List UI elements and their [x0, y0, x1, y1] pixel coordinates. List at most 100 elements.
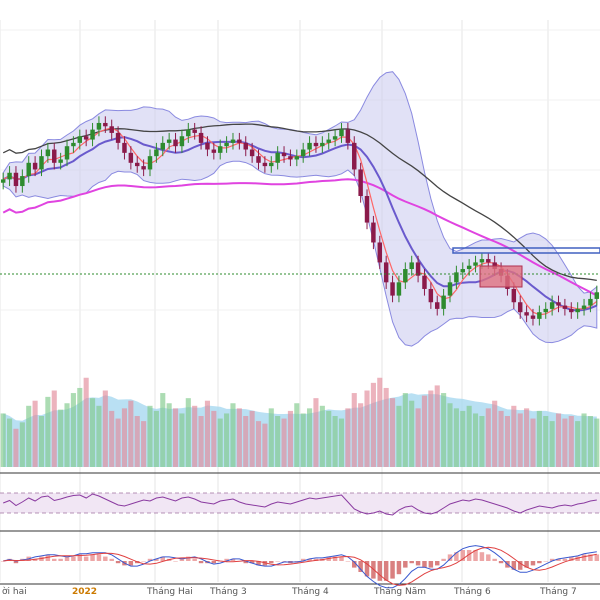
macd-histogram-bar	[486, 554, 491, 561]
macd-histogram-bar	[511, 561, 517, 570]
candle-body	[52, 149, 57, 163]
macd-histogram-bar	[537, 561, 542, 564]
volume-bar	[479, 416, 485, 467]
candle-body	[313, 142, 319, 147]
volume-bar	[262, 423, 268, 467]
volume-bar	[249, 410, 255, 467]
macd-histogram-bar	[358, 561, 363, 572]
macd-histogram-bar	[403, 561, 408, 568]
volume-bar	[211, 410, 217, 467]
macd-histogram-bar	[224, 558, 229, 561]
x-tick-label: Tháng 4	[291, 587, 329, 597]
volume-bar	[530, 418, 536, 467]
macd-histogram-bar	[52, 558, 57, 561]
volume-bar	[390, 398, 396, 467]
volume-bar	[230, 403, 236, 467]
macd-histogram-bar	[307, 558, 312, 561]
macd-histogram-bar	[352, 561, 357, 568]
candle-body	[96, 122, 102, 130]
volume-bar	[594, 418, 600, 467]
volume-bar	[370, 382, 376, 467]
volume-bar	[517, 413, 523, 467]
candle-body	[530, 315, 536, 319]
macd-histogram-bar	[103, 556, 108, 561]
macd-histogram-bar	[71, 556, 76, 561]
macd-histogram-bar	[90, 554, 95, 561]
volume-bar	[58, 409, 64, 467]
candle-body	[511, 288, 517, 303]
macd-histogram-bar	[96, 554, 102, 561]
candle-body	[352, 142, 357, 170]
macd-histogram-bar	[473, 550, 478, 561]
candle-body	[135, 162, 140, 167]
candle-body	[460, 269, 465, 273]
candle-body	[179, 136, 185, 147]
macd-histogram-bar	[211, 561, 217, 564]
volume-bar	[555, 413, 562, 467]
volume-bar	[307, 408, 313, 467]
candle-body	[383, 262, 389, 283]
bollinger-band	[2, 71, 598, 347]
volume-bar	[460, 410, 466, 467]
volume-bar	[204, 400, 210, 467]
volume-bar	[236, 408, 242, 467]
volume-bar	[338, 418, 345, 467]
macd-histogram-bar	[154, 558, 159, 561]
volume-bar	[26, 405, 32, 467]
candle-body	[26, 162, 31, 177]
macd-histogram-bar	[345, 561, 351, 562]
volume-bar	[543, 416, 549, 467]
candle-body	[415, 262, 421, 276]
macd-histogram-bar	[498, 561, 504, 564]
candle-body	[447, 282, 453, 296]
macd-histogram-bar	[141, 561, 146, 562]
volume-bar	[121, 408, 128, 467]
candle-body	[339, 129, 344, 137]
candle-body	[422, 275, 427, 289]
candle-body	[160, 142, 165, 150]
candle-body	[64, 146, 70, 160]
x-axis: ời hai 2022 Tháng Hai Tháng 3 Tháng 4 Tháng N…	[2, 586, 577, 597]
volume-bar	[217, 418, 223, 467]
volume-bar	[562, 418, 568, 467]
candle-body	[537, 312, 542, 319]
volume-bar	[383, 387, 389, 467]
macd-histogram-bar	[575, 556, 580, 561]
volume-bar	[109, 410, 115, 467]
volume-bar	[421, 395, 428, 467]
macd-histogram-bar	[569, 556, 574, 561]
volume-bar	[224, 413, 230, 467]
candle-body	[486, 259, 491, 263]
volume-bar	[511, 405, 517, 467]
candle-body	[409, 262, 414, 270]
rsi-band	[0, 493, 600, 513]
macd-panel	[0, 545, 600, 589]
volume-bar	[147, 405, 153, 467]
volume-bar	[415, 408, 421, 467]
macd-histogram-bar	[543, 561, 548, 562]
volume-bar	[575, 421, 581, 467]
macd-histogram-bar	[594, 554, 600, 561]
candle-body	[288, 156, 293, 160]
volume-bar	[466, 405, 472, 467]
volume-bar	[587, 416, 593, 467]
volume-bar	[243, 416, 249, 467]
volume-bar	[166, 403, 172, 467]
macd-histogram-bar	[249, 561, 255, 564]
candle-body	[32, 162, 38, 170]
macd-histogram-bar	[466, 550, 472, 561]
candle-body	[294, 156, 300, 160]
volume-bar	[38, 416, 45, 467]
volume-bar	[498, 410, 504, 467]
candle-body	[45, 149, 51, 157]
volume-bar	[268, 408, 274, 467]
volume-bar	[326, 410, 332, 467]
macd-histogram-bar	[581, 554, 587, 561]
candle-body	[77, 136, 83, 143]
candle-body	[141, 166, 146, 170]
macd-histogram-bar	[339, 556, 344, 561]
macd-histogram-bar	[549, 558, 555, 561]
candle-body	[588, 298, 593, 306]
price-panel	[0, 71, 600, 347]
